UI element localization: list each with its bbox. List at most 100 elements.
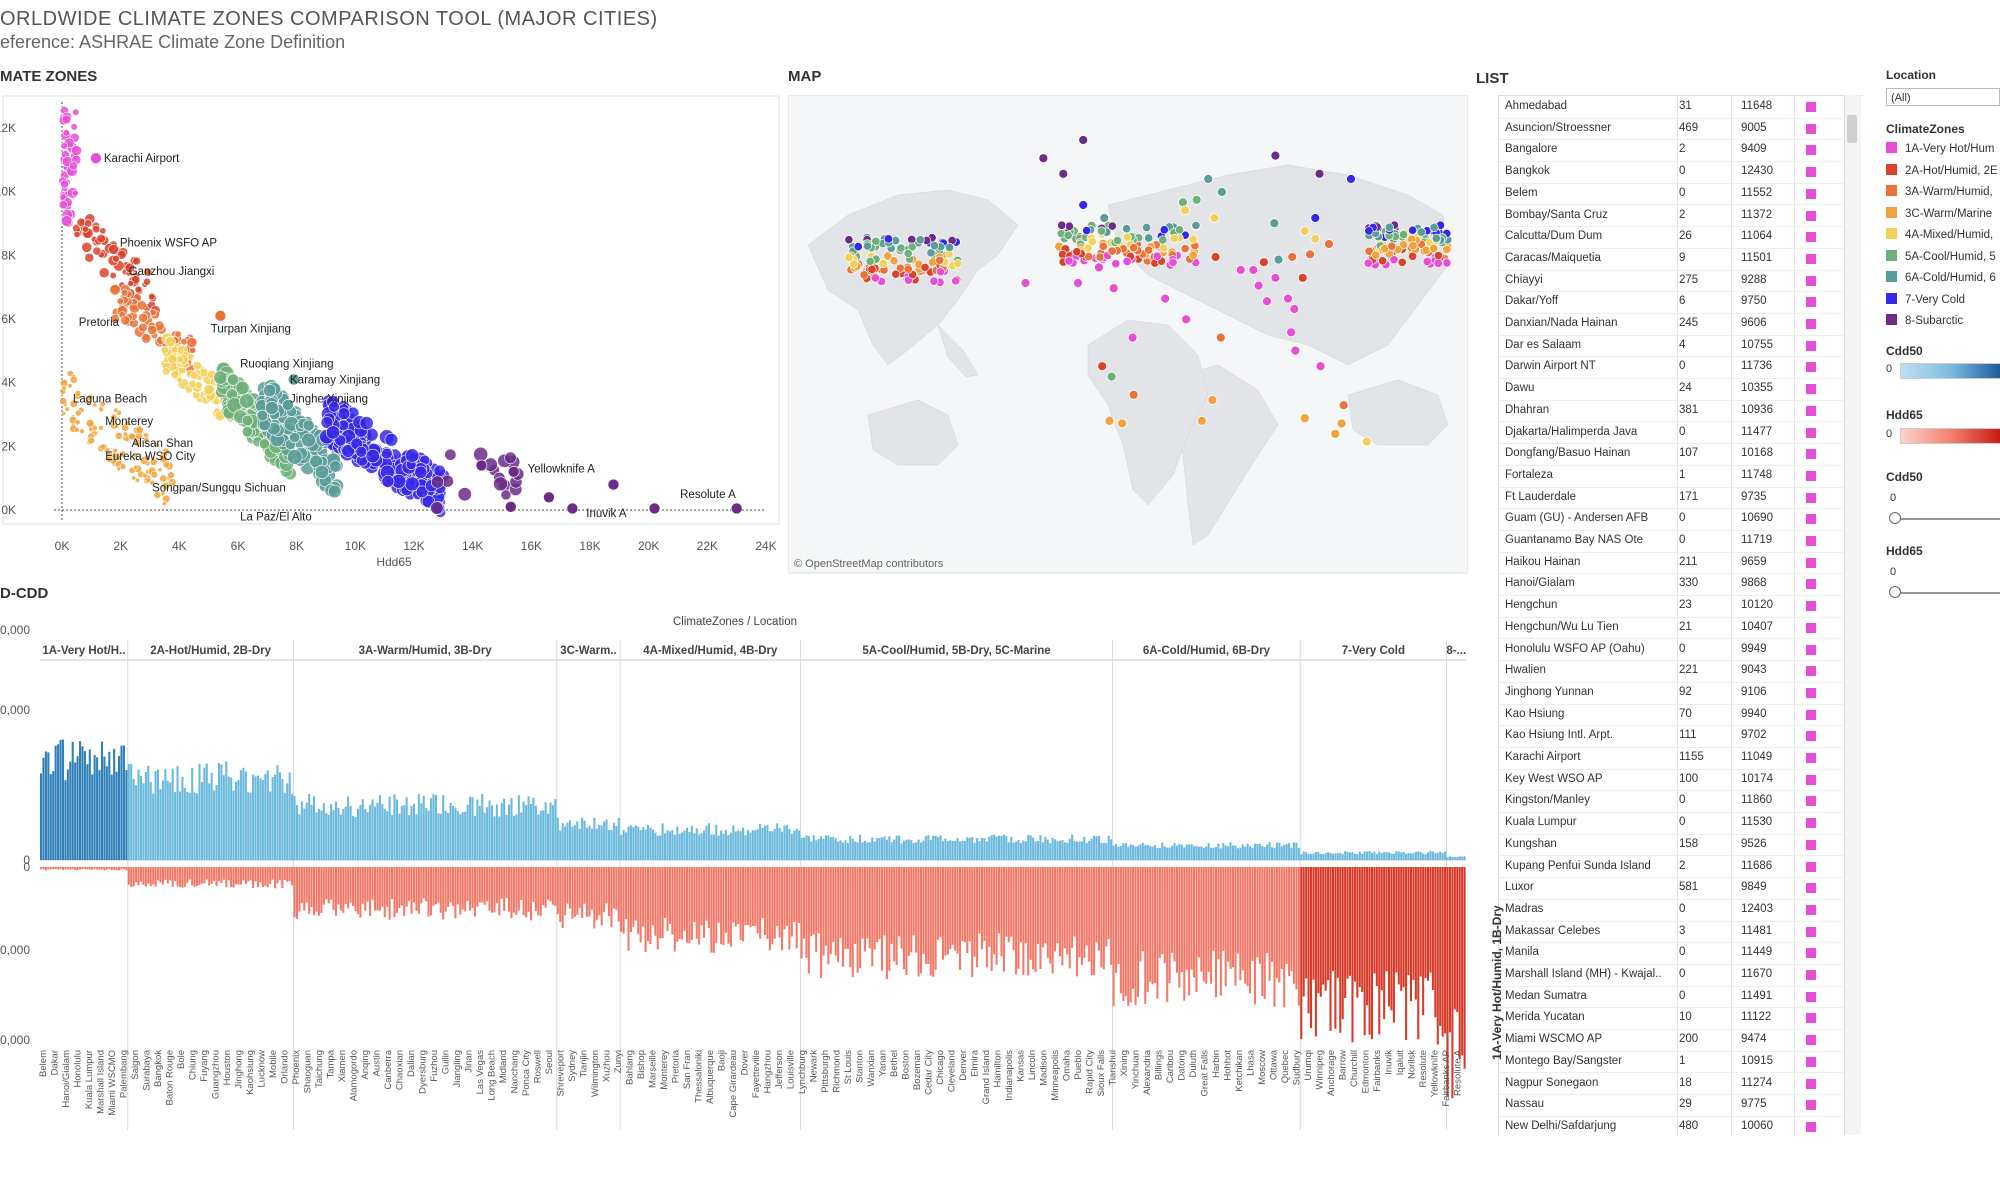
list-item[interactable]: Guantanamo Bay NAS Ote 0 11719 (1499, 530, 1843, 553)
zone-legend-item[interactable]: 7-Very Cold (1886, 292, 1965, 308)
cdd-bar (924, 836, 927, 860)
list-item[interactable]: Danxian/Nada Hainan 245 9606 (1499, 313, 1843, 336)
list-item[interactable]: Kingston/Manley 0 11860 (1499, 790, 1843, 814)
zone-legend-item[interactable]: 6A-Cold/Humid, 6 (1886, 270, 1996, 286)
list-item[interactable]: Ft Lauderdale 171 9735 (1499, 487, 1843, 510)
list-item[interactable]: Key West WSO AP 100 10174 (1499, 769, 1843, 792)
list-item[interactable]: Hwalien 221 9043 (1499, 660, 1843, 683)
zone-legend-item[interactable]: 1A-Very Hot/Hum (1886, 141, 1994, 157)
zone-legend-item[interactable]: 8-Subarctic (1886, 313, 1963, 329)
list-item[interactable]: Manila 0 11449 (1499, 942, 1843, 965)
cdd-slider-track[interactable] (1892, 518, 2000, 520)
list-cdd-value: 100 (1679, 772, 1699, 785)
list-item[interactable]: Dhahran 381 10936 (1499, 400, 1843, 423)
list-item[interactable]: Honolulu WSFO AP (Oahu) 0 9949 (1499, 639, 1843, 662)
cdd-bar (1324, 853, 1327, 860)
map-point (1159, 243, 1169, 253)
bar-x-label: Fuzhou (429, 1050, 440, 1082)
list-item[interactable]: Hengchun/Wu Lu Tien 21 10407 (1499, 617, 1843, 640)
list-item[interactable]: Merida Yucatan 10 11122 (1499, 1007, 1843, 1031)
list-item[interactable]: Marshall Island (MH) - Kwajal.. 0 11670 (1499, 964, 1843, 987)
hdd-bar (1351, 867, 1354, 1043)
hdd-bar (61, 867, 65, 870)
hdd-bar (510, 867, 513, 919)
list-item[interactable]: Hengchun 23 10120 (1499, 595, 1843, 618)
list-item[interactable]: Montego Bay/Sangster 1 10915 (1499, 1051, 1843, 1074)
hdd-slider-handle[interactable] (1889, 586, 1901, 598)
list-item[interactable]: Hanoi/Gialam 330 9868 (1499, 573, 1843, 597)
cdd-slider-handle[interactable] (1889, 512, 1901, 524)
list-scrollbar[interactable] (1844, 95, 1861, 1135)
list-scroll-thumb[interactable] (1847, 115, 1857, 143)
zone-legend-item[interactable]: 4A-Mixed/Humid, (1886, 227, 1993, 243)
list-item[interactable]: Caracas/Maiquetia 9 11501 (1499, 248, 1843, 271)
list-item[interactable]: Guam (GU) - Andersen AFB 0 10690 (1499, 508, 1843, 531)
hdd-bar (1088, 867, 1091, 962)
world-map[interactable]: © OpenStreetMap contributors (788, 95, 1468, 575)
list-item[interactable]: Chiayyi 275 9288 (1499, 270, 1843, 293)
list-item[interactable]: Calcutta/Dum Dum 26 11064 (1499, 226, 1843, 249)
list-item[interactable]: Ahmedabad 31 11648 (1499, 96, 1843, 119)
list-item[interactable]: Asuncion/Stroessner 469 9005 (1499, 118, 1843, 141)
hdd-bar (164, 867, 167, 880)
cdd-bar (237, 780, 240, 860)
list-item[interactable]: Nassau 29 9775 (1499, 1094, 1843, 1117)
location-list[interactable]: Ahmedabad 31 11648 Asuncion/Stroessner 469 90… (1498, 95, 1863, 1136)
list-item[interactable]: Medan Sumatra 0 11491 (1499, 986, 1843, 1009)
list-item[interactable]: Nagpur Sonegaon 18 11274 (1499, 1073, 1843, 1096)
scatter-annotation: Karamay Xinjiang (290, 374, 380, 386)
list-item[interactable]: New Delhi/Safdarjung 480 10060 (1499, 1116, 1843, 1136)
list-item[interactable]: Kao Hsiung Intl. Arpt. 111 9702 (1499, 725, 1843, 748)
list-item[interactable]: Belem 0 11552 (1499, 183, 1843, 206)
hdd-bar (522, 867, 525, 916)
cdd-bar (1314, 852, 1317, 860)
hdd-slider-track[interactable] (1892, 592, 2000, 594)
list-item[interactable]: Luxor 581 9849 (1499, 877, 1843, 900)
list-item[interactable]: Miami WSCMO AP 200 9474 (1499, 1029, 1843, 1052)
climate-zones-scatter-chart[interactable]: 0K 2K 4K 6K 8K 10K 12K 14K 16K 18K 20K 22K 24K0K2K4K… (0, 90, 790, 575)
list-item[interactable]: Makassar Celebes 3 11481 (1499, 921, 1843, 944)
list-item[interactable]: Dar es Salaam 4 10755 (1499, 335, 1843, 358)
cdd-bar (1134, 846, 1137, 860)
list-item[interactable]: Darwin Airport NT 0 11736 (1499, 356, 1843, 380)
list-item[interactable]: Dongfang/Basuo Hainan 107 10168 (1499, 443, 1843, 466)
list-item[interactable]: Dawu 24 10355 (1499, 378, 1843, 401)
cdd-bar (863, 840, 866, 860)
list-item[interactable]: Kuala Lumpur 0 11530 (1499, 812, 1843, 835)
cdd-bar (159, 789, 162, 860)
location-filter-select[interactable]: (All) (1886, 88, 2000, 106)
list-cdd-value: 31 (1679, 100, 1692, 112)
zone-legend-item[interactable]: 3A-Warm/Humid, (1886, 184, 1993, 200)
list-item[interactable]: Karachi Airport 1155 11049 (1499, 747, 1843, 770)
list-item[interactable]: Kungshan 158 9526 (1499, 834, 1843, 857)
list-item[interactable]: Haikou Hainan 211 9659 (1499, 552, 1843, 575)
hdd-bar (664, 867, 667, 918)
list-item[interactable]: Fortaleza 1 11748 (1499, 465, 1843, 488)
bar-x-label: Houston (222, 1050, 233, 1085)
bar-marks (40, 739, 1466, 1099)
hdd-bar (1034, 867, 1037, 972)
list-item[interactable]: Bombay/Santa Cruz 2 11372 (1499, 205, 1843, 228)
zone-legend-item[interactable]: 3C-Warm/Marine (1886, 206, 1992, 222)
list-item[interactable]: Djakarta/Halimperda Java 0 11477 (1499, 422, 1843, 445)
list-item[interactable]: Bangalore 2 9409 (1499, 139, 1843, 163)
zone-legend-item[interactable]: 5A-Cool/Humid, 5 (1886, 249, 1996, 265)
hdd-cdd-bar-chart[interactable]: ClimateZones / Location 1A-Very Hot/H.. 2… (0, 610, 1470, 1150)
list-item[interactable]: Dakar/Yoff 6 9750 (1499, 291, 1843, 314)
list-item[interactable]: Kupang Penfui Sunda Island 2 11686 (1499, 856, 1843, 879)
list-item[interactable]: Madras 0 12403 (1499, 899, 1843, 922)
hdd-bar (566, 867, 569, 904)
hdd-bar (1461, 867, 1464, 1056)
cdd-bar (113, 748, 116, 860)
list-item[interactable]: Jinghong Yunnan 92 9106 (1499, 682, 1843, 705)
list-item[interactable]: Kao Hsiung 70 9940 (1499, 704, 1843, 727)
hdd-bar (976, 867, 979, 968)
list-item[interactable]: Bangkok 0 12430 (1499, 161, 1843, 184)
cdd-bar (1041, 842, 1044, 860)
zone-legend-item[interactable]: 2A-Hot/Humid, 2E (1886, 163, 1998, 179)
bar-x-label: Duluth (1188, 1050, 1199, 1077)
cdd-bar (1246, 843, 1249, 860)
hdd-bar (763, 867, 767, 936)
list-hdd-value: 12430 (1741, 165, 1773, 178)
list-zone-swatch (1806, 731, 1816, 742)
